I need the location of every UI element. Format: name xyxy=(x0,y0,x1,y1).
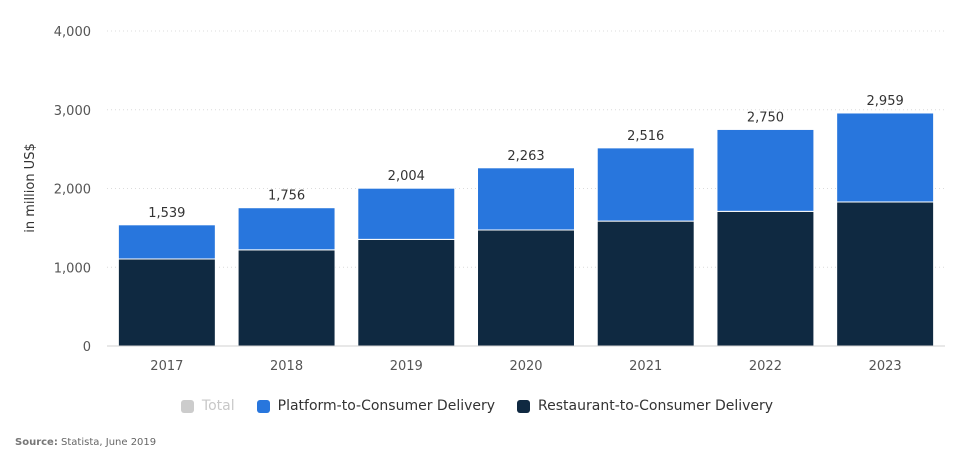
legend-item-total[interactable]: Total xyxy=(180,398,235,414)
bar-platform xyxy=(596,147,695,222)
legend-label-platform: Platform-to-Consumer Delivery xyxy=(277,398,496,414)
total-label: 2,004 xyxy=(388,169,425,184)
y-tick-label: 0 xyxy=(83,340,91,355)
total-label: 2,750 xyxy=(747,110,784,125)
y-tick-label: 4,000 xyxy=(54,25,91,40)
bar-restaurant xyxy=(357,238,456,347)
source-label: Source: xyxy=(15,437,58,448)
y-tick-label: 3,000 xyxy=(54,104,91,119)
bars xyxy=(117,112,935,347)
bar-platform xyxy=(117,224,216,260)
legend-swatch-restaurant xyxy=(517,399,531,413)
total-label: 2,516 xyxy=(627,129,664,144)
bar-platform xyxy=(716,128,815,212)
legend-label-restaurant: Restaurant-to-Consumer Delivery xyxy=(538,398,774,414)
x-tick-label: 2019 xyxy=(390,359,423,374)
y-tick-label: 1,000 xyxy=(54,261,91,276)
legend-item-platform[interactable]: Platform-to-Consumer Delivery xyxy=(256,398,496,414)
x-tick-label: 2018 xyxy=(270,359,303,374)
legend: Total Platform-to-Consumer Delivery Rest… xyxy=(0,394,954,418)
bar-platform xyxy=(477,167,575,231)
total-label: 1,539 xyxy=(148,206,185,221)
bar-platform xyxy=(237,207,336,251)
total-label: 2,959 xyxy=(867,94,904,109)
legend-item-restaurant[interactable]: Restaurant-to-Consumer Delivery xyxy=(517,398,773,414)
y-axis-ticks: 0 1,000 2,000 3,000 4,000 xyxy=(54,25,91,355)
bar-platform xyxy=(357,187,456,240)
chart-area: 0 1,000 2,000 3,000 4,000 in million US$ 201… xyxy=(23,25,945,374)
total-label: 1,756 xyxy=(268,189,305,204)
bar-restaurant xyxy=(836,201,935,347)
bar-restaurant xyxy=(237,249,336,347)
legend-swatch-platform xyxy=(256,399,270,413)
bar-restaurant xyxy=(117,258,216,347)
legend-swatch-total xyxy=(180,399,194,413)
y-tick-label: 2,000 xyxy=(54,183,91,198)
legend-label-total: Total xyxy=(201,398,235,414)
total-label: 2,263 xyxy=(507,149,544,164)
x-axis-ticks: 2017 2018 2019 2020 2021 2022 2023 xyxy=(150,359,901,374)
y-axis-label: in million US$ xyxy=(23,143,38,232)
x-tick-label: 2022 xyxy=(749,359,782,374)
x-tick-label: 2021 xyxy=(629,359,662,374)
total-labels: 1,539 1,756 2,004 2,263 2,516 2,750 2,959 xyxy=(148,94,904,221)
source-text: Statista, June 2019 xyxy=(61,437,157,448)
x-tick-label: 2017 xyxy=(150,359,183,374)
bar-restaurant xyxy=(596,220,695,347)
source-note: Source: Statista, June 2019 xyxy=(15,437,156,448)
bar-restaurant xyxy=(716,210,815,347)
x-tick-label: 2023 xyxy=(869,359,902,374)
bar-restaurant xyxy=(477,229,575,347)
bar-chart: 0 1,000 2,000 3,000 4,000 in million US$ 201… xyxy=(23,25,945,374)
x-tick-label: 2020 xyxy=(509,359,542,374)
bar-platform xyxy=(836,112,935,203)
